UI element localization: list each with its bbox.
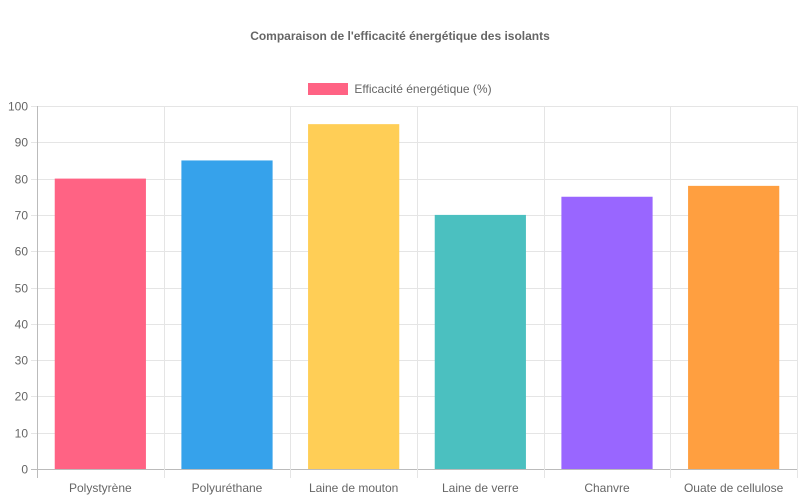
bar[interactable] (561, 196, 653, 469)
y-tick-label: 10 (15, 427, 29, 441)
y-tick-label: 60 (15, 245, 29, 259)
chart-title: Comparaison de l'efficacité énergétique … (250, 29, 550, 43)
y-tick-label: 40 (15, 318, 29, 332)
legend-swatch[interactable] (308, 83, 349, 95)
y-tick-label: 80 (15, 173, 29, 187)
x-tick-label: Ouate de cellulose (684, 481, 784, 495)
bar[interactable] (688, 185, 780, 470)
x-tick-label: Laine de verre (442, 481, 519, 495)
legend: Efficacité énergétique (%) (0, 82, 800, 96)
y-tick-label: 30 (15, 354, 29, 368)
bar[interactable] (181, 160, 273, 469)
y-tick-label: 90 (15, 136, 29, 150)
y-tick-label: 20 (15, 390, 29, 404)
y-tick-label: 100 (8, 100, 28, 114)
y-tick-label: 70 (15, 209, 29, 223)
legend-label[interactable]: Efficacité énergétique (%) (354, 82, 492, 96)
bar[interactable] (434, 214, 526, 469)
bar[interactable] (308, 124, 400, 470)
x-tick-label: Polystyrène (69, 481, 132, 495)
y-tick-label: 0 (21, 463, 28, 477)
x-tick-label: Laine de mouton (309, 481, 398, 495)
x-tick-label: Chanvre (584, 481, 630, 495)
bar[interactable] (54, 178, 146, 469)
y-tick-label: 50 (15, 282, 29, 296)
x-tick-label: Polyuréthane (192, 481, 263, 495)
